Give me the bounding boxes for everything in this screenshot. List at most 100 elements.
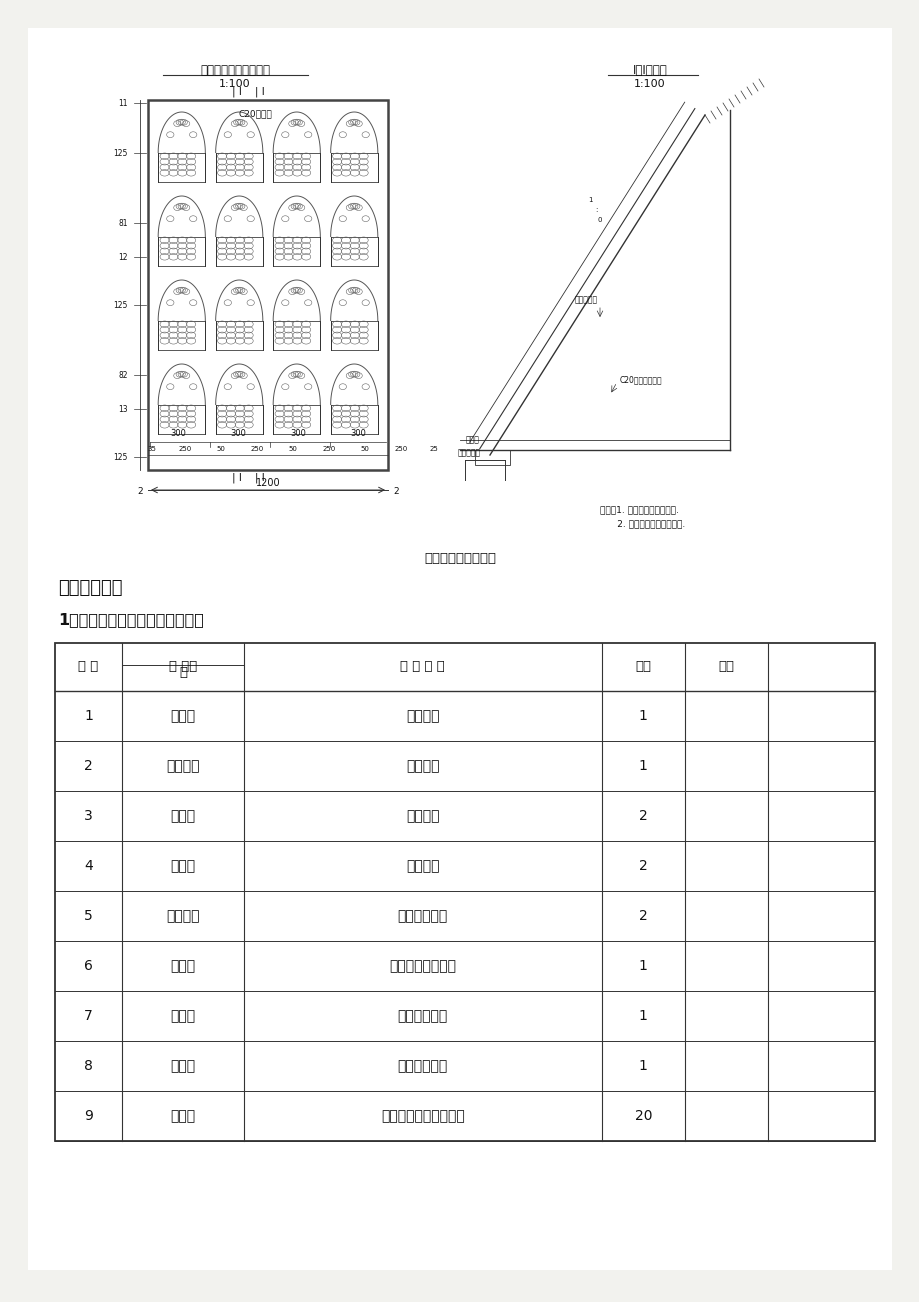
Bar (273, 405, 320, 434)
Text: 1: 1 (587, 197, 592, 203)
Text: 2: 2 (639, 909, 647, 923)
Text: 250: 250 (322, 447, 335, 452)
Text: 300: 300 (289, 430, 306, 439)
Bar (158, 405, 205, 434)
Bar (273, 152, 320, 182)
Text: 300: 300 (350, 430, 366, 439)
Text: 250: 250 (178, 447, 191, 452)
Text: 125: 125 (114, 301, 128, 310)
Text: 1: 1 (638, 1009, 647, 1023)
Text: 主管现场工人: 主管现场工人 (397, 1059, 448, 1073)
Text: 人数: 人数 (635, 660, 651, 673)
Bar (330, 405, 378, 434)
Bar (474, 450, 509, 465)
Text: 现场材料管理: 现场材料管理 (397, 1009, 448, 1023)
Text: 现场模板的制作及安装: 现场模板的制作及安装 (380, 1109, 464, 1124)
Text: 窗孔式护面墙示意图: 窗孔式护面墙示意图 (424, 552, 495, 565)
Text: 2: 2 (639, 859, 647, 874)
Text: 人行槽: 人行槽 (466, 435, 480, 444)
Bar (330, 320, 378, 350)
Text: 主管生产: 主管生产 (405, 710, 439, 723)
Text: 1: 1 (638, 759, 647, 773)
Bar (215, 152, 263, 182)
Text: 50: 50 (289, 447, 297, 452)
Text: 工程部长: 工程部长 (166, 759, 199, 773)
Text: I－I断面图: I－I断面图 (632, 64, 666, 77)
Text: 2: 2 (137, 487, 142, 496)
Text: 0: 0 (597, 217, 602, 223)
Text: :: : (595, 207, 596, 214)
Bar (158, 152, 205, 182)
Bar (330, 237, 378, 266)
Text: 3: 3 (85, 809, 93, 823)
Text: 4: 4 (85, 859, 93, 874)
Text: 25: 25 (429, 447, 437, 452)
Text: 250: 250 (394, 447, 407, 452)
Bar (273, 237, 320, 266)
Text: 职 责 范 围: 职 责 范 围 (400, 660, 445, 673)
Text: 三、施工安排: 三、施工安排 (58, 579, 122, 598)
Text: 125: 125 (114, 148, 128, 158)
Bar (330, 152, 378, 182)
Text: 材料员: 材料员 (170, 1009, 195, 1023)
Bar (215, 405, 263, 434)
Text: 坡面植生袋: 坡面植生袋 (574, 296, 597, 305)
Text: 11: 11 (119, 99, 128, 108)
Text: C20混凝土护面墙: C20混凝土护面墙 (619, 375, 662, 384)
Text: 2: 2 (639, 809, 647, 823)
Bar (55, 643, 874, 1141)
Bar (148, 100, 388, 470)
Bar (273, 320, 320, 350)
Text: 6: 6 (85, 960, 93, 973)
Text: 12: 12 (119, 253, 128, 262)
Text: 82: 82 (119, 371, 128, 379)
Text: 300: 300 (230, 430, 245, 439)
Text: 5: 5 (85, 909, 93, 923)
Text: 250: 250 (250, 447, 264, 452)
Text: 13: 13 (119, 405, 128, 414)
Text: 1、现场管理人员及劳务人员安排: 1、现场管理人员及劳务人员安排 (58, 612, 204, 628)
Text: 8: 8 (85, 1059, 93, 1073)
Text: 1: 1 (638, 1059, 647, 1073)
Text: 1:100: 1:100 (633, 79, 665, 89)
Text: 1: 1 (638, 710, 647, 723)
Text: 窗孔式护面墙法向投影: 窗孔式护面墙法向投影 (199, 64, 269, 77)
Text: 安全生产: 安全生产 (405, 809, 439, 823)
Text: 负责试验检测工作: 负责试验检测工作 (389, 960, 456, 973)
Text: 现场生产: 现场生产 (405, 859, 439, 874)
Text: 技术指导: 技术指导 (405, 759, 439, 773)
Text: 1200: 1200 (255, 478, 280, 488)
Text: C20混凝土: C20混凝土 (238, 109, 272, 118)
Text: 20: 20 (634, 1109, 652, 1124)
Text: 1: 1 (85, 710, 93, 723)
Text: 基底开挖线: 基底开挖线 (458, 448, 481, 457)
Text: 2: 2 (85, 759, 93, 773)
Text: | I    | I: | I | I (232, 473, 264, 483)
Text: 1: 1 (638, 960, 647, 973)
Text: 路基主管: 路基主管 (166, 909, 199, 923)
Text: | I    | I: | I | I (232, 87, 264, 98)
Text: 序 号: 序 号 (78, 660, 98, 673)
Text: 备注: 备注 (718, 660, 733, 673)
Text: 路基技术指导: 路基技术指导 (397, 909, 448, 923)
Text: 工区长: 工区长 (170, 859, 195, 874)
Text: 50: 50 (360, 447, 369, 452)
Bar (215, 237, 263, 266)
Text: 模板工: 模板工 (170, 1109, 195, 1124)
Text: 81: 81 (119, 219, 128, 228)
Text: 班组长: 班组长 (170, 1059, 195, 1073)
Text: 50: 50 (216, 447, 225, 452)
Bar (55, 643, 874, 1141)
Text: 300: 300 (170, 430, 186, 439)
Text: 附注：1. 图中尺寸单位为厘米.: 附注：1. 图中尺寸单位为厘米. (599, 505, 678, 514)
Text: 2: 2 (392, 487, 398, 496)
Text: 职 务职: 职 务职 (168, 660, 197, 673)
Text: 称: 称 (178, 667, 187, 680)
Text: 副经理: 副经理 (170, 710, 195, 723)
Text: 实验员: 实验员 (170, 960, 195, 973)
Text: 安全员: 安全员 (170, 809, 195, 823)
Bar (158, 320, 205, 350)
Text: 9: 9 (85, 1109, 93, 1124)
Text: 125: 125 (114, 453, 128, 461)
Text: 2. 窗孔内填充植生袋绿化.: 2. 窗孔内填充植生袋绿化. (599, 519, 685, 529)
